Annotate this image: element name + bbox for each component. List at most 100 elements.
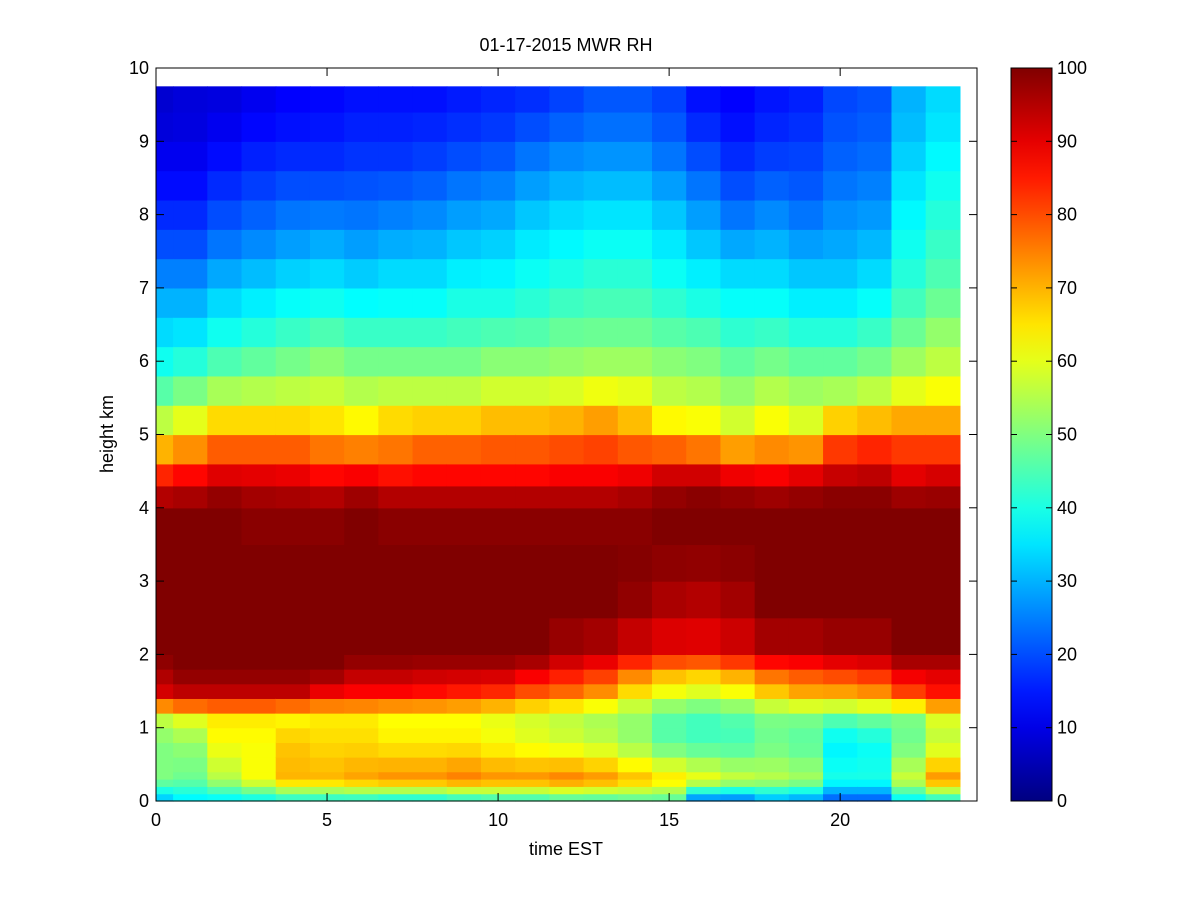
heatmap-cell bbox=[788, 111, 824, 142]
heatmap-cell bbox=[412, 793, 448, 802]
heatmap-cell bbox=[241, 654, 277, 670]
heatmap-cell bbox=[207, 654, 243, 670]
heatmap-cell bbox=[720, 434, 756, 465]
heatmap-cell bbox=[378, 757, 414, 773]
heatmap-cell bbox=[344, 654, 379, 670]
heatmap-cell bbox=[652, 86, 687, 113]
heatmap-cell bbox=[344, 287, 379, 318]
heatmap-cell bbox=[275, 434, 311, 465]
heatmap-cell bbox=[344, 111, 379, 142]
heatmap-cell bbox=[309, 507, 345, 546]
heatmap-cell bbox=[549, 463, 585, 487]
heatmap-cell bbox=[686, 683, 722, 699]
heatmap-cell bbox=[446, 698, 482, 714]
heatmap-cell bbox=[788, 669, 824, 685]
heatmap-cell bbox=[241, 375, 277, 406]
heatmap-cell bbox=[720, 713, 756, 729]
heatmap-cell bbox=[275, 654, 311, 670]
heatmap bbox=[156, 86, 961, 802]
heatmap-cell bbox=[754, 617, 790, 655]
heatmap-cell bbox=[891, 434, 927, 465]
heatmap-cell bbox=[156, 405, 174, 436]
heatmap-cell bbox=[549, 793, 585, 802]
chart-title: 01-17-2015 MWR RH bbox=[479, 35, 652, 55]
heatmap-cell bbox=[857, 86, 893, 113]
heatmap-cell bbox=[446, 317, 482, 348]
heatmap-cell bbox=[241, 786, 277, 795]
heatmap-cell bbox=[309, 141, 345, 172]
heatmap-cell bbox=[583, 170, 619, 201]
heatmap-cell bbox=[156, 617, 174, 655]
heatmap-cell bbox=[275, 170, 311, 201]
heatmap-cell bbox=[515, 317, 550, 348]
heatmap-cell bbox=[754, 727, 790, 743]
heatmap-cell bbox=[652, 617, 687, 655]
heatmap-cell bbox=[549, 544, 585, 582]
heatmap-cell bbox=[891, 771, 927, 780]
heatmap-cell bbox=[480, 199, 516, 230]
heatmap-cell bbox=[156, 346, 174, 377]
heatmap-cell bbox=[173, 757, 208, 773]
heatmap-cell bbox=[583, 617, 619, 655]
heatmap-cell bbox=[617, 654, 653, 670]
heatmap-cell bbox=[173, 346, 208, 377]
heatmap-cell bbox=[925, 786, 961, 795]
heatmap-cell bbox=[652, 229, 687, 260]
heatmap-cell bbox=[173, 463, 208, 487]
heatmap-cell bbox=[241, 757, 277, 773]
heatmap-cell bbox=[686, 786, 722, 795]
heatmap-cell bbox=[412, 317, 448, 348]
colorbar-tick-label: 20 bbox=[1057, 644, 1077, 664]
heatmap-cell bbox=[823, 287, 858, 318]
heatmap-cell bbox=[378, 463, 414, 487]
heatmap-cell bbox=[173, 287, 208, 318]
heatmap-cell bbox=[207, 779, 243, 787]
heatmap-cell bbox=[156, 141, 174, 172]
heatmap-cell bbox=[309, 287, 345, 318]
heatmap-cell bbox=[788, 86, 824, 113]
heatmap-cell bbox=[549, 346, 585, 377]
heatmap-cell bbox=[446, 683, 482, 699]
heatmap-cell bbox=[275, 581, 311, 619]
heatmap-cell bbox=[207, 786, 243, 795]
heatmap-cell bbox=[241, 463, 277, 487]
heatmap-cell bbox=[925, 434, 961, 465]
heatmap-cell bbox=[275, 779, 311, 787]
heatmap-cell bbox=[156, 654, 174, 670]
heatmap-cell bbox=[378, 544, 414, 582]
heatmap-cell bbox=[412, 698, 448, 714]
heatmap-cell bbox=[823, 683, 858, 699]
heatmap-cell bbox=[241, 683, 277, 699]
heatmap-cell bbox=[686, 229, 722, 260]
heatmap-cell bbox=[754, 86, 790, 113]
heatmap-cell bbox=[891, 544, 927, 582]
heatmap-cell bbox=[173, 654, 208, 670]
heatmap-cell bbox=[754, 683, 790, 699]
heatmap-cell bbox=[788, 199, 824, 230]
heatmap-cell bbox=[207, 793, 243, 802]
heatmap-cell bbox=[617, 111, 653, 142]
heatmap-cell bbox=[241, 617, 277, 655]
heatmap-cell bbox=[754, 258, 790, 289]
heatmap-cell bbox=[754, 779, 790, 787]
heatmap-cell bbox=[344, 669, 379, 685]
heatmap-cell bbox=[412, 199, 448, 230]
heatmap-cell bbox=[754, 405, 790, 436]
heatmap-cell bbox=[617, 683, 653, 699]
heatmap-cell bbox=[857, 507, 893, 546]
heatmap-cell bbox=[241, 698, 277, 714]
heatmap-cell bbox=[207, 771, 243, 780]
heatmap-cell bbox=[309, 346, 345, 377]
heatmap-cell bbox=[412, 779, 448, 787]
heatmap-cell bbox=[156, 727, 174, 743]
heatmap-cell bbox=[583, 713, 619, 729]
heatmap-cell bbox=[207, 111, 243, 142]
heatmap-cell bbox=[549, 727, 585, 743]
heatmap-cell bbox=[515, 683, 550, 699]
heatmap-cell bbox=[583, 111, 619, 142]
heatmap-cell bbox=[378, 111, 414, 142]
heatmap-cell bbox=[549, 287, 585, 318]
heatmap-cell bbox=[788, 405, 824, 436]
heatmap-cell bbox=[549, 141, 585, 172]
heatmap-cell bbox=[412, 346, 448, 377]
